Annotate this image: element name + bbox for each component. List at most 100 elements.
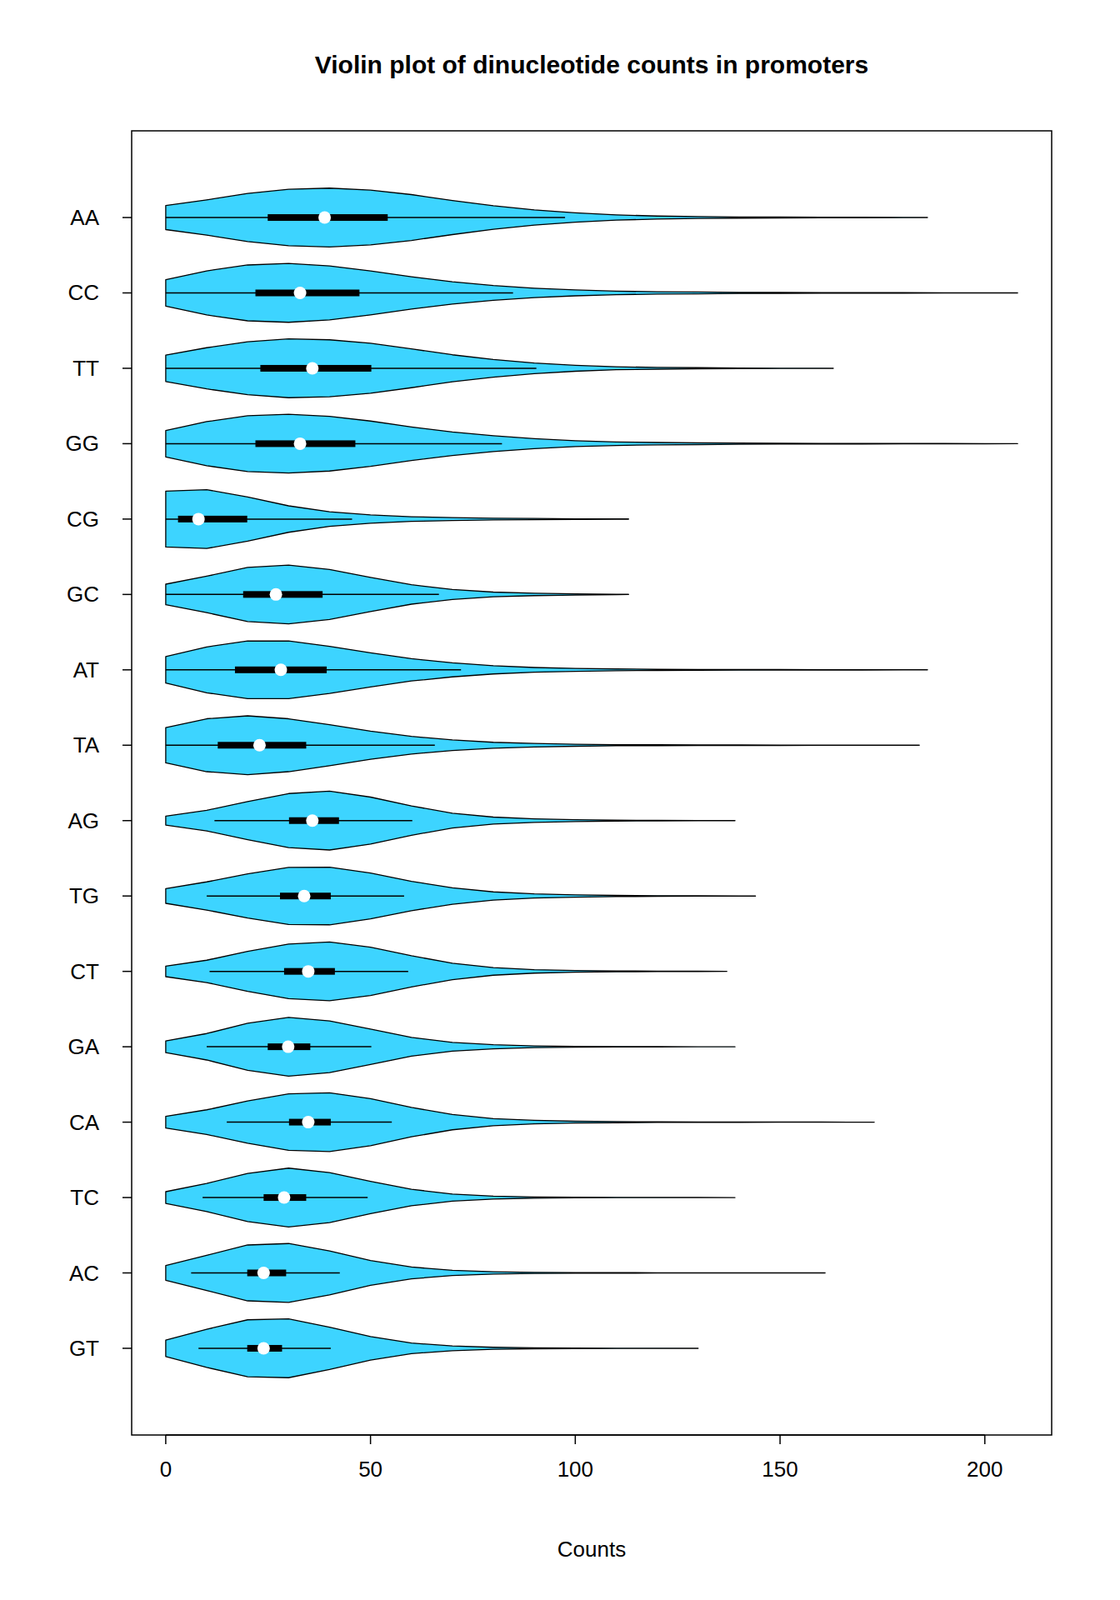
violin-group bbox=[165, 1017, 735, 1077]
median bbox=[294, 286, 307, 300]
violin-group bbox=[165, 640, 928, 699]
x-tick bbox=[779, 1435, 781, 1445]
x-tick bbox=[165, 1435, 167, 1445]
violin-group bbox=[165, 1092, 875, 1152]
median bbox=[277, 1191, 290, 1205]
violin-group bbox=[165, 715, 920, 775]
y-tick bbox=[122, 1272, 132, 1275]
median bbox=[274, 663, 287, 676]
violin bbox=[165, 715, 920, 775]
violin-group bbox=[165, 414, 1018, 474]
median bbox=[192, 512, 205, 525]
violin-group bbox=[165, 339, 834, 399]
violin-group bbox=[165, 188, 928, 248]
violin-group bbox=[165, 867, 756, 925]
y-tick-label: GA bbox=[67, 1034, 100, 1060]
x-axis-label: Counts bbox=[557, 1536, 626, 1562]
violin bbox=[165, 490, 629, 550]
y-tick-label: TG bbox=[69, 883, 100, 909]
plot-area bbox=[165, 188, 1018, 1379]
y-tick bbox=[122, 970, 132, 973]
violin bbox=[165, 1092, 875, 1152]
median bbox=[318, 211, 331, 225]
y-tick-label: TC bbox=[70, 1185, 100, 1210]
violin-group bbox=[165, 790, 735, 850]
violin bbox=[165, 565, 629, 625]
y-tick bbox=[122, 1121, 132, 1124]
median bbox=[270, 588, 283, 601]
violin-group bbox=[165, 1319, 699, 1379]
violin bbox=[165, 1243, 825, 1303]
y-tick bbox=[122, 443, 132, 445]
box bbox=[243, 590, 323, 598]
violin bbox=[165, 188, 928, 248]
median bbox=[253, 739, 266, 752]
median bbox=[305, 361, 319, 375]
y-tick bbox=[122, 518, 132, 520]
y-tick bbox=[122, 1196, 132, 1199]
plot-frame bbox=[131, 130, 1052, 1435]
x-axis: 0 50 100 150 200 bbox=[160, 1435, 1004, 1482]
x-tick-label: 200 bbox=[966, 1456, 1003, 1482]
y-tick bbox=[122, 745, 132, 747]
median bbox=[257, 1341, 270, 1355]
violin-group bbox=[165, 1168, 735, 1228]
y-tick-label: CA bbox=[69, 1110, 100, 1135]
y-tick-label: GG bbox=[65, 430, 100, 456]
y-tick bbox=[122, 367, 132, 370]
box bbox=[178, 515, 248, 523]
y-tick bbox=[122, 820, 132, 822]
violin bbox=[165, 867, 756, 925]
y-tick-label: AC bbox=[69, 1260, 100, 1286]
y-tick bbox=[122, 216, 132, 219]
x-tick bbox=[370, 1435, 372, 1445]
violin-group bbox=[165, 941, 727, 1001]
median bbox=[281, 1040, 295, 1054]
violin-group bbox=[165, 263, 1018, 323]
box bbox=[255, 289, 360, 296]
x-tick-label: 100 bbox=[557, 1456, 594, 1482]
violin bbox=[165, 640, 928, 699]
violin bbox=[165, 941, 727, 1001]
median bbox=[301, 965, 315, 978]
y-tick-label: CT bbox=[70, 959, 100, 985]
violin bbox=[165, 339, 834, 399]
violin bbox=[165, 1319, 699, 1379]
violin-group bbox=[165, 490, 629, 550]
median bbox=[257, 1266, 270, 1280]
y-tick bbox=[122, 669, 132, 671]
x-tick-label: 150 bbox=[761, 1456, 798, 1482]
y-tick-label: TA bbox=[73, 732, 100, 758]
y-tick-label: GC bbox=[66, 581, 100, 607]
y-tick bbox=[122, 292, 132, 295]
violin bbox=[165, 1017, 735, 1077]
violin bbox=[165, 263, 1018, 323]
y-tick bbox=[122, 895, 132, 897]
median bbox=[301, 1115, 315, 1129]
y-tick-label: AT bbox=[73, 657, 100, 683]
y-axis: AA CC TT GG CG GC AT TA AG TG CT GA CA TC AC GT bbox=[65, 205, 132, 1361]
median bbox=[294, 437, 307, 450]
chart: Violin plot of dinucleotide counts in pr… bbox=[0, 0, 1120, 1600]
violin bbox=[165, 790, 735, 850]
y-tick-label: GT bbox=[69, 1335, 100, 1361]
violin-group bbox=[165, 565, 629, 625]
y-tick-label: TT bbox=[72, 355, 100, 381]
y-tick-label: AG bbox=[67, 808, 100, 834]
violin-group bbox=[165, 1243, 825, 1303]
violin bbox=[165, 1168, 735, 1228]
x-tick-label: 50 bbox=[358, 1456, 383, 1482]
x-tick bbox=[984, 1435, 986, 1445]
median bbox=[305, 814, 319, 827]
y-tick-label: CG bbox=[66, 506, 100, 532]
x-tick-label: 0 bbox=[160, 1456, 172, 1482]
y-tick bbox=[122, 594, 132, 596]
y-tick-label: AA bbox=[70, 205, 100, 230]
violin bbox=[165, 414, 1018, 474]
median bbox=[298, 890, 311, 903]
y-tick-label: CC bbox=[67, 280, 100, 305]
y-tick bbox=[122, 1347, 132, 1350]
title: Violin plot of dinucleotide counts in pr… bbox=[315, 50, 869, 79]
x-tick bbox=[575, 1435, 577, 1445]
y-tick bbox=[122, 1045, 132, 1048]
